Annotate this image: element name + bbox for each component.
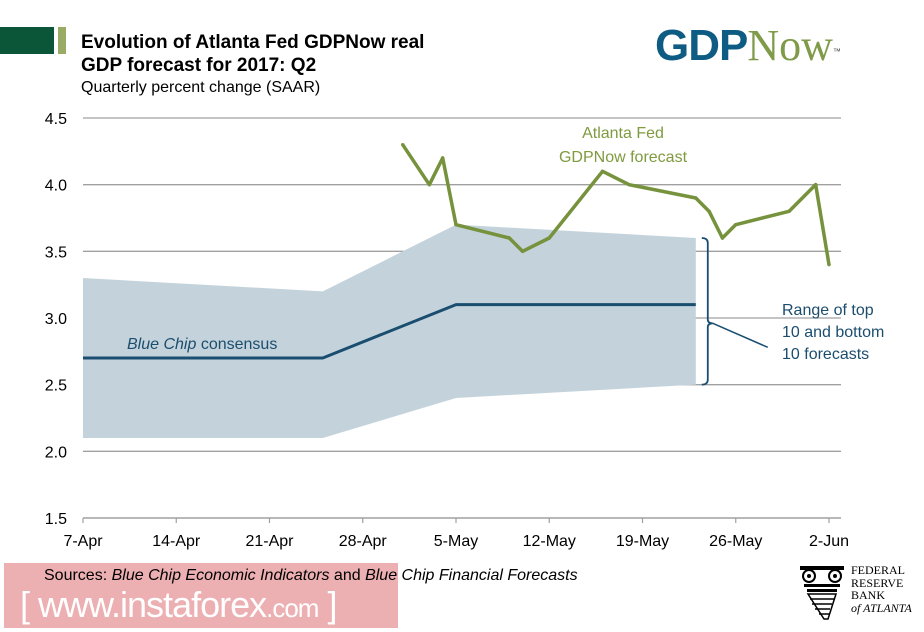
bluechip-label-italic: Blue Chip [127,336,196,353]
y-tick-label: 2.5 [45,378,67,395]
fed-line-1: FEDERAL [851,563,905,577]
sources-note: Sources: Blue Chip Economic Indicators a… [44,566,578,585]
gdpnow-point [627,182,631,187]
watermark-text: [ www.instaforex.com ] [20,584,338,627]
y-tick-label: 4.0 [45,178,67,195]
range-bracket [701,237,713,386]
gdpnow-points [401,142,831,267]
range-label-line-3: 10 forecasts [782,346,869,363]
logo-now: Now [747,21,833,70]
fed-atlanta-emblem-icon [800,566,844,620]
brand-bar-dark [0,27,54,54]
gdpnow-point [401,142,405,147]
source-2: Blue Chip Financial Forecasts [365,567,578,584]
gdpnow-point [787,209,791,214]
sources-prefix: Sources: [44,567,112,584]
x-tick-label: 26-May [709,533,762,550]
x-tick-label: 14-Apr [152,533,201,550]
title-line-1: Evolution of Atlanta Fed GDPNow real [81,32,425,53]
logo-gdp: GDP [655,21,748,70]
gdpnow-point [827,262,831,267]
x-tick-label: 2-Jun [809,533,849,550]
gdpnow-point [507,236,511,240]
x-tick-label: 7-Apr [63,533,103,550]
sources-connector: and [329,567,366,584]
fed-atlanta-wordmark: FEDERAL RESERVE BANK of ATLANTA [851,564,912,614]
y-tick-label: 1.5 [45,511,67,528]
gdpnow-point [600,169,605,174]
watermark-main: www.instaforex [38,584,267,625]
brand-bar-light [58,27,66,54]
x-axis: 7-Apr 14-Apr 21-Apr 28-Apr 5-May 12-May 19-May… [63,517,849,550]
gdpnow-point [454,222,458,227]
bluechip-consensus-line [83,303,696,360]
watermark-open: [ [20,584,30,625]
gdpnow-forecast-line [401,143,831,265]
watermark-close: ] [327,584,337,625]
range-label-line-2: 10 and bottom [782,324,884,341]
gdpnow-point [440,156,445,160]
fed-line-2: RESERVE [851,575,904,590]
source-1: Blue Chip Economic Indicators [111,567,330,584]
x-tick-label: 12-May [523,533,576,550]
fed-line-3: BANK [851,588,886,602]
x-tick-label: 28-Apr [339,533,388,550]
range-leader-line [712,322,769,349]
fed-line-4: of ATLANTA [851,600,912,615]
range-label-line-1: Range of top [782,302,874,319]
gdpnow-point [520,249,525,254]
bluechip-label: Blue Chip consensus [127,336,277,353]
x-tick-label: 5-May [434,533,478,550]
chart-subtitle: Quarterly percent change (SAAR) [81,79,321,96]
y-tick-label: 3.5 [45,244,67,261]
gdpnow-point [547,236,551,240]
y-tick-label: 4.5 [45,111,67,128]
x-tick-label: 21-Apr [245,533,294,550]
gdpnow-label-line-2: GDPNow forecast [559,149,688,166]
logo-tm: ™ [832,47,841,56]
chart-title: Evolution of Atlanta Fed GDPNow real GDP… [81,31,424,77]
gdpnow-point [694,196,698,200]
gdpnow-point [707,209,711,214]
title-line-2: GDP forecast for 2017: Q2 [81,55,317,76]
gdpnow-point [734,222,738,227]
y-axis-ticks: 4.5 4.0 3.5 3.0 2.5 2.0 1.5 [45,111,67,528]
y-tick-label: 3.0 [45,311,67,328]
gdpnow-point [427,182,432,187]
watermark-suffix: .com [266,593,319,623]
gdpnow-point [813,182,818,187]
bluechip-label-rest: consensus [196,336,277,353]
x-tick-label: 19-May [616,533,669,550]
gdpnow-logo: GDPNow™ [655,22,841,70]
gdpnow-point [720,236,725,240]
watermark-box [4,563,398,628]
y-tick-label: 2.0 [45,444,67,461]
gdpnow-label-line-1: Atlanta Fed [582,125,664,142]
